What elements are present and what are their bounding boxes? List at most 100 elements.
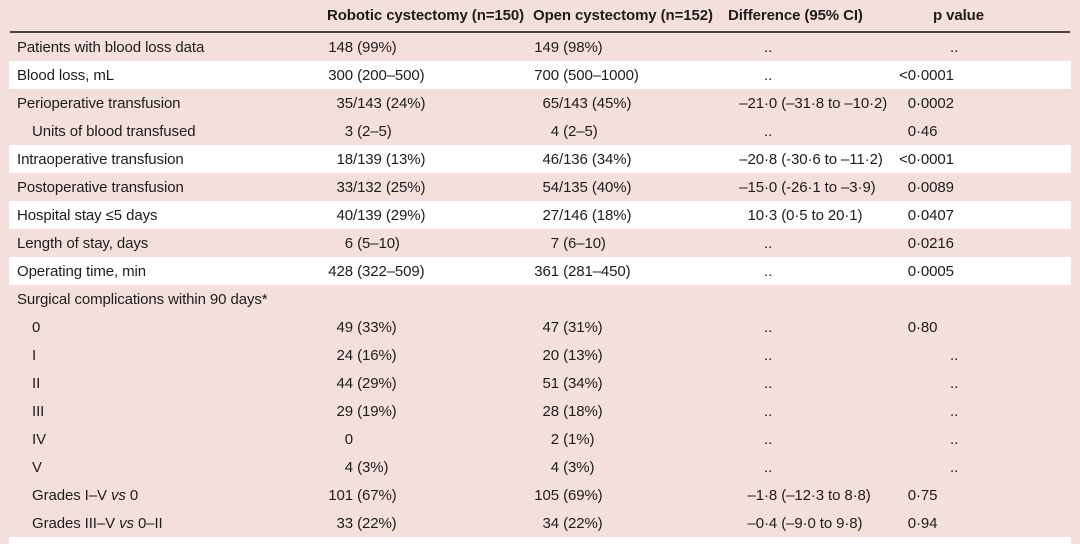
- value-robotic: 148 (99%): [328, 38, 397, 56]
- value-open: 27/146 (18%): [542, 206, 632, 224]
- value-open: 65/143 (45%): [542, 94, 632, 112]
- row-label: Blood loss, mL: [17, 66, 114, 84]
- row-label: Units of blood transfused: [32, 122, 196, 140]
- value-robotic: 428 (322–509): [328, 262, 425, 280]
- table-row: Patients with blood loss data 148 (99%) …: [9, 33, 1071, 61]
- value-difference: ..: [764, 38, 773, 56]
- table-body: Patients with blood loss data 148 (99%) …: [0, 33, 1080, 537]
- value-robotic: 35/143 (24%): [336, 94, 426, 112]
- table-row: V 4 (3%) 4 (3%) .. ..: [9, 453, 1071, 481]
- table-row: III 29 (19%) 28 (18%) .. ..: [9, 397, 1071, 425]
- row-label: Intraoperative transfusion: [17, 150, 184, 168]
- value-open: 46/136 (34%): [542, 150, 632, 168]
- table-row: IV 0 2 (1%) .. ..: [9, 425, 1071, 453]
- value-difference: ..: [764, 374, 773, 392]
- value-p: <0·0001: [899, 150, 954, 168]
- table-row: Grades III–V vs 0–II 33 (22%) 34 (22%) –…: [9, 509, 1071, 537]
- value-open: 4 (3%): [550, 458, 595, 476]
- value-open: 2 (1%): [550, 430, 595, 448]
- value-p: 0·75: [907, 486, 938, 504]
- value-robotic: 49 (33%): [336, 318, 397, 336]
- value-p: 0·0002: [907, 94, 954, 112]
- table-row: Hospital stay ≤5 days 40/139 (29%) 27/14…: [9, 201, 1071, 229]
- header-rule: [10, 31, 1070, 33]
- value-robotic: 44 (29%): [336, 374, 397, 392]
- value-open: 149 (98%): [534, 38, 603, 56]
- value-difference: –0·4 (–9·0 to 9·8): [747, 514, 863, 532]
- value-difference: ..: [764, 430, 773, 448]
- value-difference: ..: [764, 318, 773, 336]
- header-difference: Difference (95% CI): [728, 7, 863, 24]
- value-p: <0·0001: [899, 66, 954, 84]
- value-robotic: 40/139 (29%): [336, 206, 426, 224]
- row-label: IV: [32, 430, 46, 448]
- value-difference: ..: [764, 122, 773, 140]
- value-open: 47 (31%): [542, 318, 603, 336]
- value-robotic: 0: [344, 430, 353, 448]
- row-label: II: [32, 374, 41, 392]
- value-difference: ..: [764, 262, 773, 280]
- table-header-row: Robotic cystectomy (n=150) Open cystecto…: [9, 0, 1071, 31]
- row-label: Postoperative transfusion: [17, 178, 184, 196]
- table-row: Length of stay, days 6 (5–10) 7 (6–10) .…: [9, 229, 1071, 257]
- value-robotic: 33/132 (25%): [336, 178, 426, 196]
- value-difference: 10·3 (0·5 to 20·1): [747, 206, 863, 224]
- value-p: ..: [950, 402, 959, 420]
- value-p: 0·0216: [907, 234, 954, 252]
- value-open: 700 (500–1000): [534, 66, 639, 84]
- row-label: Perioperative transfusion: [17, 94, 181, 112]
- value-difference: –20·8 (-30·6 to –11·2): [739, 150, 883, 168]
- table-row: Blood loss, mL 300 (200–500) 700 (500–10…: [9, 61, 1071, 89]
- value-open: 28 (18%): [542, 402, 603, 420]
- value-robotic: 6 (5–10): [344, 234, 400, 252]
- row-label: Grades I–V vs 0: [32, 486, 139, 504]
- table-row: Grades I–V vs 0 101 (67%) 105 (69%) –1·8…: [9, 481, 1071, 509]
- value-robotic: 300 (200–500): [328, 66, 425, 84]
- value-open: 54/135 (40%): [542, 178, 632, 196]
- value-open: 361 (281–450): [534, 262, 631, 280]
- value-difference: ..: [764, 234, 773, 252]
- table-row: I 24 (16%) 20 (13%) .. ..: [9, 341, 1071, 369]
- value-open: 105 (69%): [534, 486, 603, 504]
- table-row: Operating time, min 428 (322–509) 361 (2…: [9, 257, 1071, 285]
- row-label: I: [32, 346, 37, 364]
- value-robotic: [327, 291, 533, 308]
- row-label: 0: [32, 318, 41, 336]
- value-p: 0·0407: [907, 206, 954, 224]
- value-robotic: 4 (3%): [344, 458, 389, 476]
- value-open: 4 (2–5): [550, 122, 598, 140]
- value-p: 0·80: [907, 318, 938, 336]
- value-difference: [728, 291, 898, 308]
- value-robotic: 33 (22%): [336, 514, 397, 532]
- table-row: Postoperative transfusion 33/132 (25%) 5…: [9, 173, 1071, 201]
- value-p: ..: [950, 374, 959, 392]
- table-row: II 44 (29%) 51 (34%) .. ..: [9, 369, 1071, 397]
- value-difference: ..: [764, 66, 773, 84]
- row-label: Length of stay, days: [17, 234, 149, 252]
- row-label: Operating time, min: [17, 262, 146, 280]
- value-difference: ..: [764, 346, 773, 364]
- value-p: ..: [950, 458, 959, 476]
- value-open: [533, 291, 728, 308]
- value-robotic: 18/139 (13%): [336, 150, 426, 168]
- value-p: 0·46: [907, 122, 938, 140]
- value-p: ..: [950, 430, 959, 448]
- header-robotic-cystectomy: Robotic cystectomy (n=150): [327, 7, 525, 24]
- value-p: ..: [950, 38, 959, 56]
- table-footer-strip: [9, 537, 1071, 544]
- table-row: Surgical complications within 90 days*: [9, 285, 1071, 313]
- row-label: V: [32, 458, 42, 476]
- value-robotic: 29 (19%): [336, 402, 397, 420]
- value-p: 0·94: [907, 514, 938, 532]
- value-p: [898, 291, 1071, 308]
- value-p: 0·0005: [907, 262, 954, 280]
- value-open: 34 (22%): [542, 514, 603, 532]
- value-robotic: 24 (16%): [336, 346, 397, 364]
- header-open-cystectomy: Open cystectomy (n=152): [533, 7, 713, 24]
- value-p: ..: [950, 346, 959, 364]
- row-label: Grades III–V vs 0–II: [32, 514, 163, 532]
- value-difference: ..: [764, 402, 773, 420]
- table-row: 0 49 (33%) 47 (31%) .. 0·80: [9, 313, 1071, 341]
- row-label: Patients with blood loss data: [17, 38, 205, 56]
